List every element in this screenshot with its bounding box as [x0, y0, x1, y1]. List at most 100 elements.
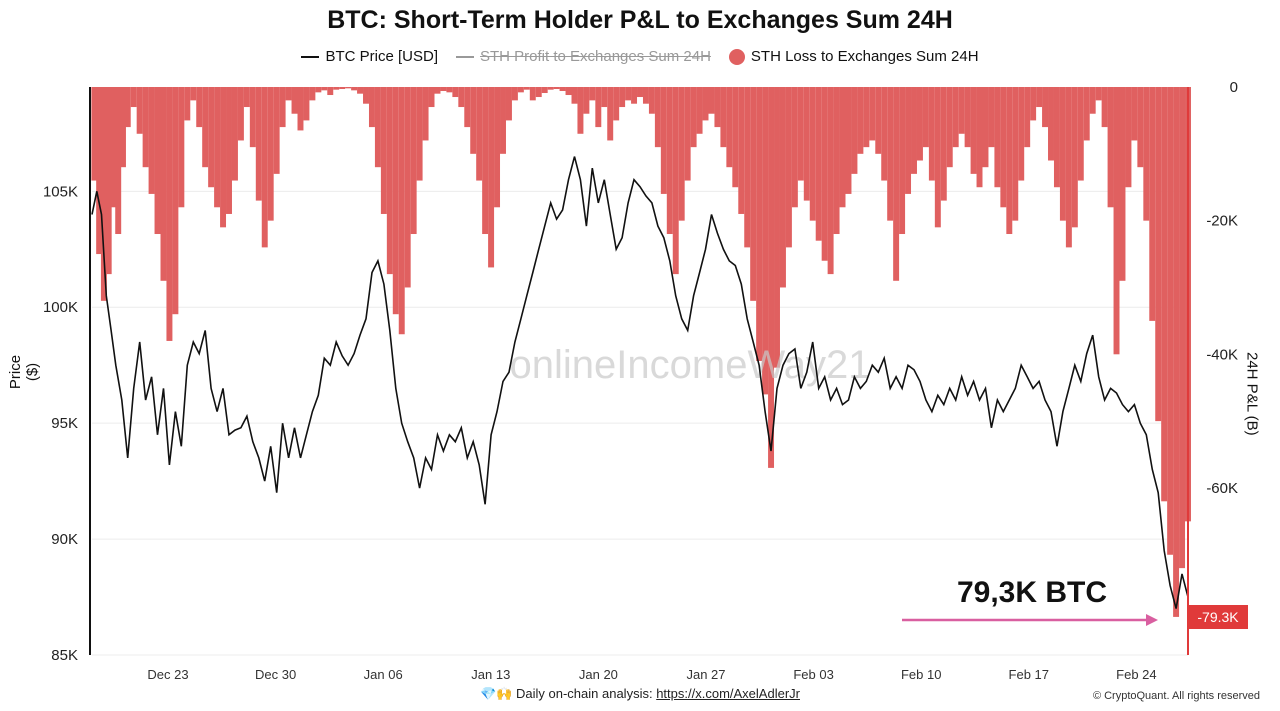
loss-bar	[160, 87, 167, 281]
legend-line-marker	[455, 55, 474, 58]
loss-bar	[678, 87, 685, 221]
legend-item-profit[interactable]: STH Profit to Exchanges Sum 24H	[455, 48, 711, 65]
last-value-box	[1188, 605, 1248, 629]
loss-bar	[833, 87, 840, 235]
loss-bar	[577, 87, 584, 134]
loss-bar	[267, 87, 274, 221]
loss-bar	[696, 87, 703, 134]
loss-bar	[1012, 87, 1019, 221]
loss-bar	[1036, 87, 1043, 108]
loss-bar	[702, 87, 709, 121]
loss-bar	[601, 87, 608, 108]
loss-bar	[237, 87, 244, 141]
loss-bar	[142, 87, 149, 168]
loss-bar	[887, 87, 894, 221]
loss-bar	[922, 87, 929, 148]
loss-bar	[452, 87, 459, 98]
loss-bar	[744, 87, 751, 248]
loss-bar	[351, 87, 358, 91]
loss-bar	[464, 87, 471, 128]
loss-bar	[1179, 87, 1186, 569]
loss-bar	[1059, 87, 1066, 221]
loss-bar	[285, 87, 292, 101]
loss-bar	[976, 87, 983, 188]
loss-bar	[738, 87, 745, 214]
loss-bar	[1155, 87, 1162, 422]
loss-bar	[1149, 87, 1156, 321]
legend-item-loss[interactable]: STH Loss to Exchanges Sum 24H	[728, 48, 979, 65]
loss-bar	[631, 87, 638, 104]
loss-bar	[482, 87, 489, 235]
loss-bar	[380, 87, 387, 214]
loss-bar	[1048, 87, 1054, 161]
loss-bar	[899, 87, 906, 235]
loss-bar	[410, 87, 417, 235]
y-left-tick-label: 95K	[51, 415, 78, 432]
loss-bar	[1089, 87, 1096, 114]
loss-bar	[881, 87, 888, 181]
loss-bar	[625, 87, 632, 101]
loss-bar	[839, 87, 846, 208]
x-tick-label: Jan 13	[471, 667, 510, 682]
loss-bar	[333, 87, 340, 90]
loss-bar	[428, 87, 435, 108]
loss-bar	[202, 87, 209, 168]
loss-bar	[547, 87, 554, 90]
loss-bar	[857, 87, 864, 154]
loss-bar	[797, 87, 804, 181]
loss-bar	[529, 87, 536, 101]
loss-bar	[1077, 87, 1084, 181]
loss-bar	[589, 87, 596, 101]
legend-label-loss: STH Loss to Exchanges Sum 24H	[750, 48, 979, 65]
loss-bar	[422, 87, 429, 141]
x-tick-label: Feb 03	[793, 667, 833, 682]
loss-bar	[1119, 87, 1126, 281]
loss-bar	[136, 87, 143, 134]
loss-bar	[416, 87, 423, 181]
loss-bar	[648, 87, 655, 114]
loss-bar	[654, 87, 661, 148]
loss-bar	[684, 87, 691, 181]
loss-bar	[105, 87, 112, 275]
y-right-ticks: 0 -20K -40K -60K	[1206, 79, 1238, 497]
loss-bar	[720, 87, 727, 148]
legend-dot-marker	[728, 48, 745, 65]
legend-line-marker	[301, 55, 320, 58]
loss-bar	[607, 87, 614, 141]
loss-bar	[827, 87, 834, 275]
loss-bar	[249, 87, 256, 148]
loss-bar	[345, 87, 352, 89]
loss-bar	[190, 87, 197, 101]
loss-bar	[446, 87, 453, 93]
loss-bar	[928, 87, 935, 181]
loss-bar	[494, 87, 501, 208]
chart-legend: BTC Price [USD] STH Profit to Exchanges …	[0, 48, 1280, 65]
footer-link[interactable]: https://x.com/AxelAdlerJr	[656, 686, 800, 701]
loss-bar	[541, 87, 548, 94]
x-tick-label: Jan 27	[686, 667, 725, 682]
loss-bar	[273, 87, 280, 174]
loss-bar	[100, 87, 107, 301]
loss-bar	[208, 87, 215, 188]
loss-bar	[940, 87, 947, 201]
loss-bar	[1125, 87, 1132, 188]
loss-bar	[243, 87, 250, 108]
loss-bar	[768, 87, 775, 468]
x-tick-label: Feb 24	[1116, 667, 1156, 682]
loss-bar	[613, 87, 620, 121]
loss-bar	[505, 87, 512, 121]
loss-bar	[994, 87, 1001, 188]
loss-bar	[1131, 87, 1138, 141]
loss-bar	[363, 87, 369, 104]
loss-bar	[809, 87, 816, 221]
loss-bar	[488, 87, 495, 268]
x-ticks: Dec 23 Dec 30 Jan 06 Jan 13 Jan 20 Jan 27 Feb …	[147, 667, 1156, 682]
loss-bar	[130, 87, 137, 108]
y-left-tick-label: 90K	[51, 531, 78, 548]
x-tick-label: Jan 06	[364, 667, 403, 682]
loss-bar	[637, 87, 643, 98]
legend-item-price[interactable]: BTC Price [USD]	[301, 48, 438, 65]
loss-bar	[893, 87, 900, 281]
y-right-tick-label: -20K	[1206, 213, 1238, 230]
loss-bar	[845, 87, 852, 194]
